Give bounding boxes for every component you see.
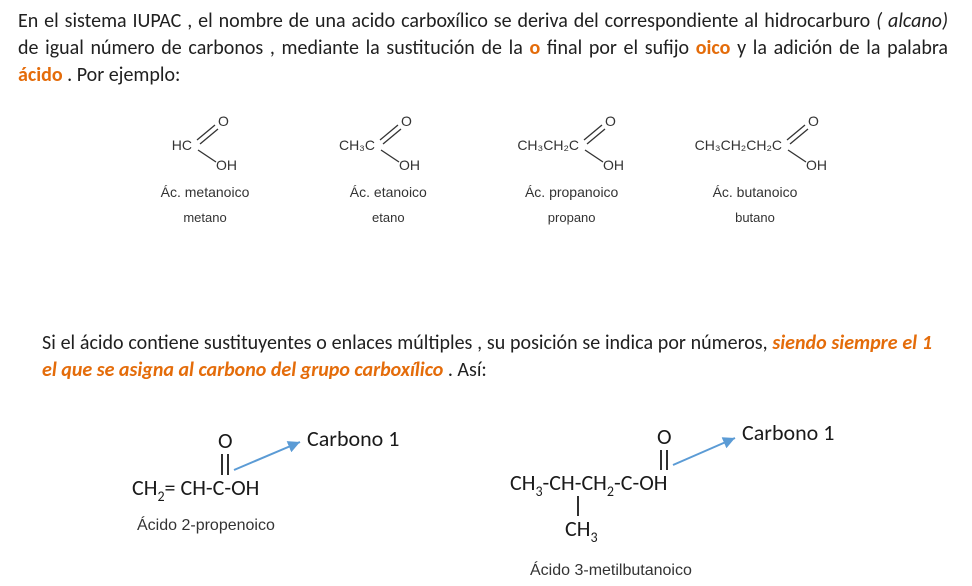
intro-text: de igual número de carbonos , mediante l… [18,36,529,60]
svg-text:CH2= CH-C-OH: CH2= CH-C-OH [132,474,259,505]
svg-text:O: O [657,423,672,450]
example-propenoic: O CH2= CH-C-OH Carbono 1 Ácido 2-propeno… [132,420,432,570]
svg-text:Carbono 1: Carbono 1 [742,420,834,446]
intro-text: . Por ejemplo: [67,63,180,87]
methylbutanoic-diagram: O CH3-CH-CH2-C-OH CH3 Carbono 1 Ácido 3-… [510,420,870,586]
rule-text: Si el ácido contiene sustituyentes o enl… [42,331,772,355]
rule-text: . Así: [448,358,487,382]
intro-text: En el sistema IUPAC , el nombre de una a… [18,9,876,33]
struct-ethanoic: CH₃C O OH [313,110,463,180]
svg-text:O: O [808,113,819,129]
acid-name: Ác. butanoico [713,184,798,200]
svg-text:Ácido 3-metilbutanoico: Ácido 3-metilbutanoico [530,560,692,579]
struct-butanoic: CH₃CH₂CH₂C O OH [680,110,830,180]
svg-text:OH: OH [399,157,420,173]
intro-text: final por el sufijo [547,36,696,60]
acid-name: Ác. etanoico [350,184,427,200]
example-ethanoic: CH₃C O OH Ác. etanoico etano [313,110,463,280]
struct-propanoic: CH₃CH₂C O OH [497,110,647,180]
svg-text:Carbono 1: Carbono 1 [307,425,399,452]
svg-text:O: O [218,113,229,129]
alkane-name: etano [372,210,405,225]
svg-text:OH: OH [603,157,624,173]
struct-methanoic: HC O OH [130,110,280,180]
propenoic-diagram: O CH2= CH-C-OH Carbono 1 Ácido 2-propeno… [132,420,432,570]
acid-name: Ác. metanoico [161,184,250,200]
example-propanoic: CH₃CH₂C O OH Ác. propanoico propano [497,110,647,280]
svg-text:CH₃CH₂C: CH₃CH₂C [517,137,579,153]
intro-text: y la adición de la palabra [737,36,948,60]
svg-text:CH3: CH3 [565,515,598,546]
alkane-name: metano [183,210,226,225]
svg-text:O: O [605,113,616,129]
example-butanoic: CH₃CH₂CH₂C O OH Ác. butanoico butano [680,110,830,280]
example-methanoic: HC O OH Ác. metanoico metano [130,110,280,280]
svg-text:HC: HC [172,137,192,153]
svg-text:OH: OH [806,157,827,173]
acid-name: Ác. propanoico [525,184,618,200]
alkane-name: butano [735,210,775,225]
svg-text:O: O [218,427,233,454]
svg-text:Ácido 2-propenoico: Ácido 2-propenoico [137,515,275,534]
svg-text:CH3-CH-CH2-C-OH: CH3-CH-CH2-C-OH [510,469,668,500]
alkane-name: propano [548,210,596,225]
svg-text:CH₃C: CH₃C [339,137,375,153]
intro-oico: oico [696,36,731,60]
intro-o: o [529,36,540,60]
examples-row: HC O OH Ác. metanoico metano CH₃C O OH Á… [130,110,830,280]
rule-paragraph: Si el ácido contiene sustituyentes o enl… [42,330,932,384]
example-methylbutanoic: O CH3-CH-CH2-C-OH CH3 Carbono 1 Ácido 3-… [510,420,860,580]
svg-text:CH₃CH₂CH₂C: CH₃CH₂CH₂C [695,137,782,153]
svg-text:OH: OH [216,157,237,173]
intro-acido: ácido [18,63,63,87]
intro-paragraph: En el sistema IUPAC , el nombre de una a… [18,8,948,89]
svg-text:O: O [401,113,412,129]
intro-alcano: ( alcano) [876,9,948,33]
